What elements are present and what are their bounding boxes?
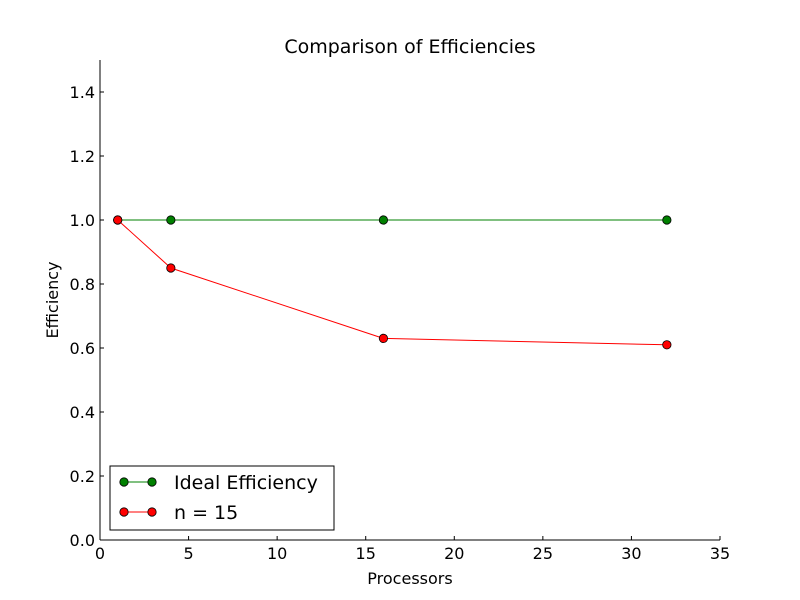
x-tick-label: 25 <box>533 544 553 563</box>
legend: Ideal Efficiency n = 15 <box>109 465 335 531</box>
data-point <box>166 215 176 225</box>
y-tick-label: 0.8 <box>70 275 95 294</box>
data-point <box>113 215 123 225</box>
x-tick-label: 15 <box>356 544 376 563</box>
legend-label: Ideal Efficiency <box>174 472 318 494</box>
y-tick-label: 1.4 <box>70 83 95 102</box>
data-point <box>662 215 672 225</box>
legend-item: n = 15 <box>119 502 238 524</box>
series-1 <box>113 215 672 350</box>
legend-box <box>109 465 335 531</box>
legend-marker <box>147 507 157 517</box>
y-tick-label: 0.2 <box>70 467 95 486</box>
x-tick-label: 30 <box>621 544 641 563</box>
x-tick-label: 0 <box>95 544 105 563</box>
x-tick-label: 10 <box>267 544 287 563</box>
y-tick-label: 1.2 <box>70 147 95 166</box>
y-tick-label: 0.6 <box>70 339 95 358</box>
x-tick-label: 20 <box>444 544 464 563</box>
data-point <box>166 263 176 273</box>
legend-marker <box>147 477 157 487</box>
plot-axes <box>99 60 720 541</box>
x-tick-label: 35 <box>710 544 730 563</box>
legend-marker <box>119 507 129 517</box>
y-tick-label: 0.4 <box>70 403 95 422</box>
y-tick-label: 0.0 <box>70 531 95 550</box>
series-0 <box>113 215 672 225</box>
y-tick-label: 1.0 <box>70 211 95 230</box>
x-axis-title: Processors <box>367 569 452 588</box>
x-tick-label: 5 <box>183 544 193 563</box>
legend-items: Ideal Efficiency n = 15 <box>119 472 318 524</box>
x-ticks: 0 5 10 15 20 25 30 35 <box>95 536 730 563</box>
y-axis-title: Efficiency <box>43 261 62 338</box>
y-ticks: 0.0 0.2 0.4 0.6 0.8 1.0 1.2 1.4 <box>70 83 104 550</box>
legend-marker <box>119 477 129 487</box>
legend-label: n = 15 <box>174 502 238 524</box>
chart-title: Comparison of Efficiencies <box>284 36 535 58</box>
data-point <box>662 340 672 350</box>
legend-item: Ideal Efficiency <box>119 472 318 494</box>
data-point <box>378 215 389 225</box>
series-line <box>117 219 667 346</box>
data-point <box>378 333 389 343</box>
series-layer <box>113 215 672 350</box>
